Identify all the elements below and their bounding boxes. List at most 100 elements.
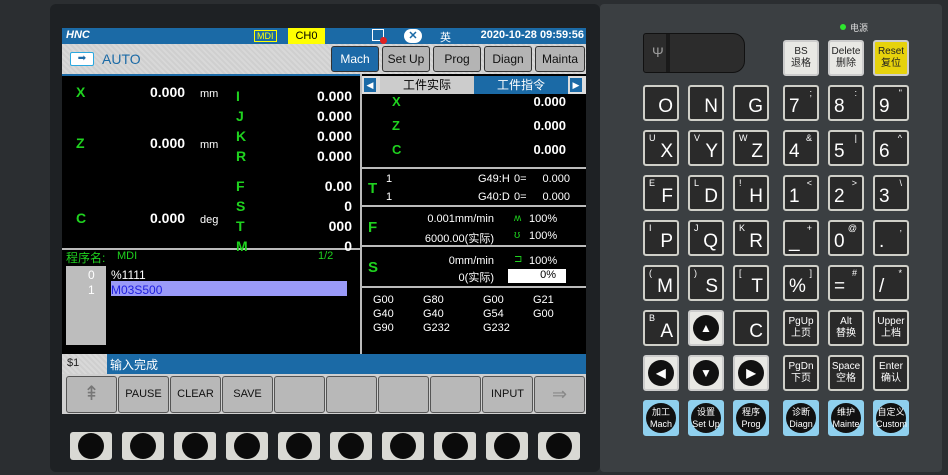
hardware-softkey-button[interactable] <box>538 432 580 460</box>
key-shift-label: " <box>898 88 902 98</box>
key-=[interactable]: = # <box>828 265 864 301</box>
key-shift-label: ^ <box>897 133 902 143</box>
feed-command: 0.001mm/min <box>427 213 494 225</box>
modal-gcode: G40 <box>373 308 394 320</box>
key-2[interactable]: 2 > <box>828 175 864 211</box>
softkey-empty6[interactable] <box>378 376 429 413</box>
key-setup[interactable]: 设置 Set Up <box>688 400 724 436</box>
language-indicator[interactable]: 英 <box>440 32 451 44</box>
tab-mach[interactable]: Mach <box>331 46 379 72</box>
key-reset[interactable]: Reset 复位 <box>873 40 909 76</box>
key-/[interactable]: / * <box>873 265 909 301</box>
tool-label: T <box>368 180 378 197</box>
softkey-save[interactable]: SAVE <box>222 376 273 413</box>
key-C[interactable]: C <box>733 310 769 346</box>
key-3[interactable]: 3 \ <box>873 175 909 211</box>
key-H[interactable]: H! <box>733 175 769 211</box>
key-bs[interactable]: BS 退格 <box>783 40 819 76</box>
tab-setup[interactable]: Set Up <box>382 46 430 72</box>
hardware-softkey-button[interactable] <box>122 432 164 460</box>
hardware-softkey-button[interactable] <box>486 432 528 460</box>
softkey-pause[interactable]: PAUSE <box>118 376 169 413</box>
line-number: 0 <box>88 268 95 282</box>
key-9[interactable]: 9 " <box>873 85 909 121</box>
hardware-softkey-button[interactable] <box>330 432 372 460</box>
key-upper[interactable]: Upper 上档 <box>873 310 909 346</box>
program-line[interactable]: %1111 <box>111 268 146 282</box>
hardware-softkey-button[interactable] <box>174 432 216 460</box>
hardware-softkey-button[interactable] <box>434 432 476 460</box>
usb-port[interactable]: Ψ <box>643 33 745 73</box>
softkey-input[interactable]: INPUT <box>482 376 533 413</box>
softkey-empty4[interactable] <box>274 376 325 413</box>
key-main-label: O <box>658 96 673 117</box>
key-6[interactable]: 6 ^ <box>873 130 909 166</box>
tab-mainta[interactable]: Mainta <box>535 46 585 72</box>
key-7[interactable]: 7; <box>783 85 819 121</box>
key-T[interactable]: T[ <box>733 265 769 301</box>
key-mainte[interactable]: 维护 Mainte <box>828 400 864 436</box>
key-alt[interactable]: Alt 替换 <box>828 310 864 346</box>
key-M[interactable]: M( <box>643 265 679 301</box>
key-space[interactable]: Space 空格 <box>828 355 864 391</box>
close-icon[interactable]: ✕ <box>404 29 422 43</box>
key-pgup[interactable]: PgUp 上页 <box>783 310 819 346</box>
key-custom[interactable]: 自定义 Custom <box>873 400 909 436</box>
key-0[interactable]: 0 @ <box>828 220 864 256</box>
key-prog[interactable]: 程序 Prog <box>733 400 769 436</box>
key-shift-label: @ <box>847 223 857 233</box>
pgup-label: PgUp <box>788 316 814 327</box>
key-mach[interactable]: 加工 Mach <box>643 400 679 436</box>
key-1[interactable]: 1 < <box>783 175 819 211</box>
key-.[interactable]: ., <box>873 220 909 256</box>
hardware-softkey-button[interactable] <box>226 432 268 460</box>
softkey-clear[interactable]: CLEAR <box>170 376 221 413</box>
hardware-softkey-button[interactable] <box>382 432 424 460</box>
softkey-next[interactable]: ⇒ <box>534 376 585 413</box>
program-line-selected[interactable]: M03S500 <box>111 283 163 297</box>
key-G[interactable]: G <box>733 85 769 121</box>
mainte-cn-label: 维护 <box>836 407 855 417</box>
key-4[interactable]: 4 & <box>783 130 819 166</box>
key-main-label: / <box>879 276 885 297</box>
reset-label: Reset <box>877 46 905 57</box>
tab-diagn[interactable]: Diagn <box>484 46 532 72</box>
hardware-softkey-button[interactable] <box>70 432 112 460</box>
key-arrow-left[interactable]: ◀ <box>643 355 679 391</box>
key-5[interactable]: 5 | <box>828 130 864 166</box>
key-S[interactable]: S) <box>688 265 724 301</box>
key-8[interactable]: 8: <box>828 85 864 121</box>
key-delete[interactable]: Delete 删除 <box>828 40 864 76</box>
reset-cn-label: 复位 <box>881 58 901 69</box>
key-_[interactable]: _ + <box>783 220 819 256</box>
key-enter[interactable]: Enter 确认 <box>873 355 909 391</box>
key-diagn[interactable]: 诊断 Diagn <box>783 400 819 436</box>
key-arrow-down[interactable]: ▼ <box>688 355 724 391</box>
key-arrow-right[interactable]: ▶ <box>733 355 769 391</box>
set up-cn-label: 设置 <box>696 407 715 417</box>
softkey-back[interactable]: ⇞ <box>66 376 117 413</box>
key-O[interactable]: O <box>643 85 679 121</box>
tab-workpiece-actual[interactable]: 工件实际 <box>380 76 474 94</box>
hardware-softkey-button[interactable] <box>278 432 320 460</box>
key-%[interactable]: %] <box>783 265 819 301</box>
softkey-empty5[interactable] <box>326 376 377 413</box>
modal-gcode: G00 <box>373 294 394 306</box>
prev-arrow-button[interactable]: ◀ <box>364 78 376 92</box>
tab-prog[interactable]: Prog <box>433 46 481 72</box>
next-arrow-button[interactable]: ▶ <box>570 78 582 92</box>
key-pgdn[interactable]: PgDn 下页 <box>783 355 819 391</box>
key-N[interactable]: N <box>688 85 724 121</box>
tab-workpiece-command[interactable]: 工件指令 <box>474 76 568 94</box>
key-arrow-up[interactable]: ▲ <box>688 310 724 346</box>
softkey-empty7[interactable] <box>430 376 481 413</box>
